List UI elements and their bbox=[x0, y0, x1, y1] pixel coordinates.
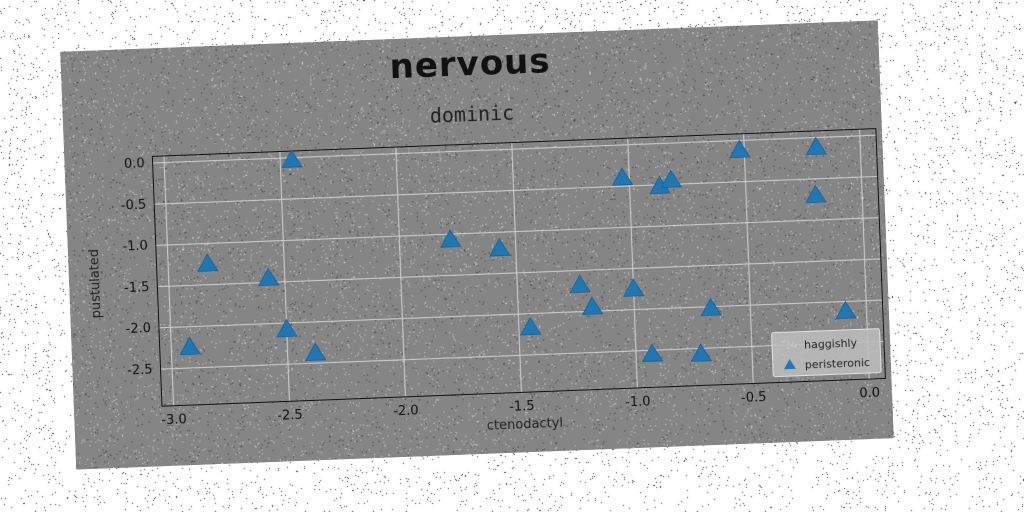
legend-marker-peristeronic bbox=[783, 359, 796, 370]
data-point bbox=[197, 253, 219, 272]
y-tick-label: -1.5 bbox=[124, 280, 150, 296]
x-tick-label: -3.0 bbox=[161, 412, 187, 428]
data-point bbox=[660, 169, 683, 189]
data-point bbox=[258, 267, 280, 287]
data-point bbox=[276, 318, 298, 338]
data-point bbox=[690, 343, 713, 362]
y-gridline bbox=[157, 258, 881, 288]
y-gridline bbox=[158, 299, 883, 329]
data-point bbox=[805, 184, 827, 204]
x-tick-label: -0.5 bbox=[741, 390, 767, 406]
x-gridline bbox=[511, 142, 522, 393]
x-gridline bbox=[163, 155, 175, 406]
legend-dot bbox=[787, 347, 789, 349]
data-point bbox=[835, 300, 857, 320]
legend-dot bbox=[781, 341, 784, 343]
legend-dot bbox=[787, 342, 790, 344]
y-axis-label: pustulated bbox=[87, 249, 105, 319]
legend-label-haggishly: haggishly bbox=[804, 336, 858, 351]
legend-dot bbox=[783, 340, 786, 342]
x-gridline bbox=[279, 151, 290, 402]
y-tick-label: -0.5 bbox=[121, 198, 147, 214]
legend-label-peristeronic: peristeronic bbox=[805, 356, 871, 371]
legend-box bbox=[771, 328, 882, 378]
y-gridline bbox=[152, 134, 877, 164]
data-point bbox=[700, 297, 722, 317]
data-point bbox=[520, 316, 542, 336]
data-point bbox=[729, 139, 751, 159]
y-tick-label: -1.0 bbox=[122, 239, 148, 255]
data-point bbox=[305, 342, 327, 362]
y-gridline bbox=[160, 340, 885, 370]
data-point bbox=[623, 278, 645, 297]
x-tick-label: -2.5 bbox=[277, 408, 303, 424]
data-point bbox=[581, 296, 604, 315]
legend-dot bbox=[795, 344, 797, 347]
x-tick-label: 0.0 bbox=[859, 386, 880, 402]
legend-dot bbox=[791, 344, 793, 347]
y-gridline bbox=[155, 217, 880, 246]
x-tick-label: -1.5 bbox=[509, 399, 535, 415]
legend-dot bbox=[791, 341, 794, 344]
data-point bbox=[611, 167, 634, 186]
data-point bbox=[281, 149, 303, 168]
scatter-plot: -3.0 -2.5 -2.0 -1.5 -1.0 -0.5 0.0 0.0 -0.5 -1.0 -1… bbox=[87, 128, 886, 434]
x-axis-label: ctenodactyl bbox=[487, 416, 564, 434]
x-gridline bbox=[743, 133, 754, 384]
data-point bbox=[440, 229, 462, 248]
data-point bbox=[489, 237, 511, 257]
x-gridline bbox=[395, 147, 406, 397]
plot-frame bbox=[151, 128, 886, 407]
y-tick-label: -2.0 bbox=[125, 321, 151, 337]
data-point bbox=[179, 336, 201, 356]
y-tick-label: 0.0 bbox=[124, 156, 145, 172]
data-point bbox=[569, 274, 591, 294]
y-gridline bbox=[154, 175, 878, 205]
x-tick-label: -1.0 bbox=[625, 394, 651, 410]
data-point bbox=[805, 136, 828, 156]
data-point bbox=[641, 343, 664, 363]
x-tick-label: -2.0 bbox=[393, 403, 419, 419]
chart-card: nervous dominic -3.0 -2.5 -2.0 -1.5 -1.0 -0.5… bbox=[60, 20, 894, 470]
y-tick-label: -2.5 bbox=[127, 362, 153, 378]
